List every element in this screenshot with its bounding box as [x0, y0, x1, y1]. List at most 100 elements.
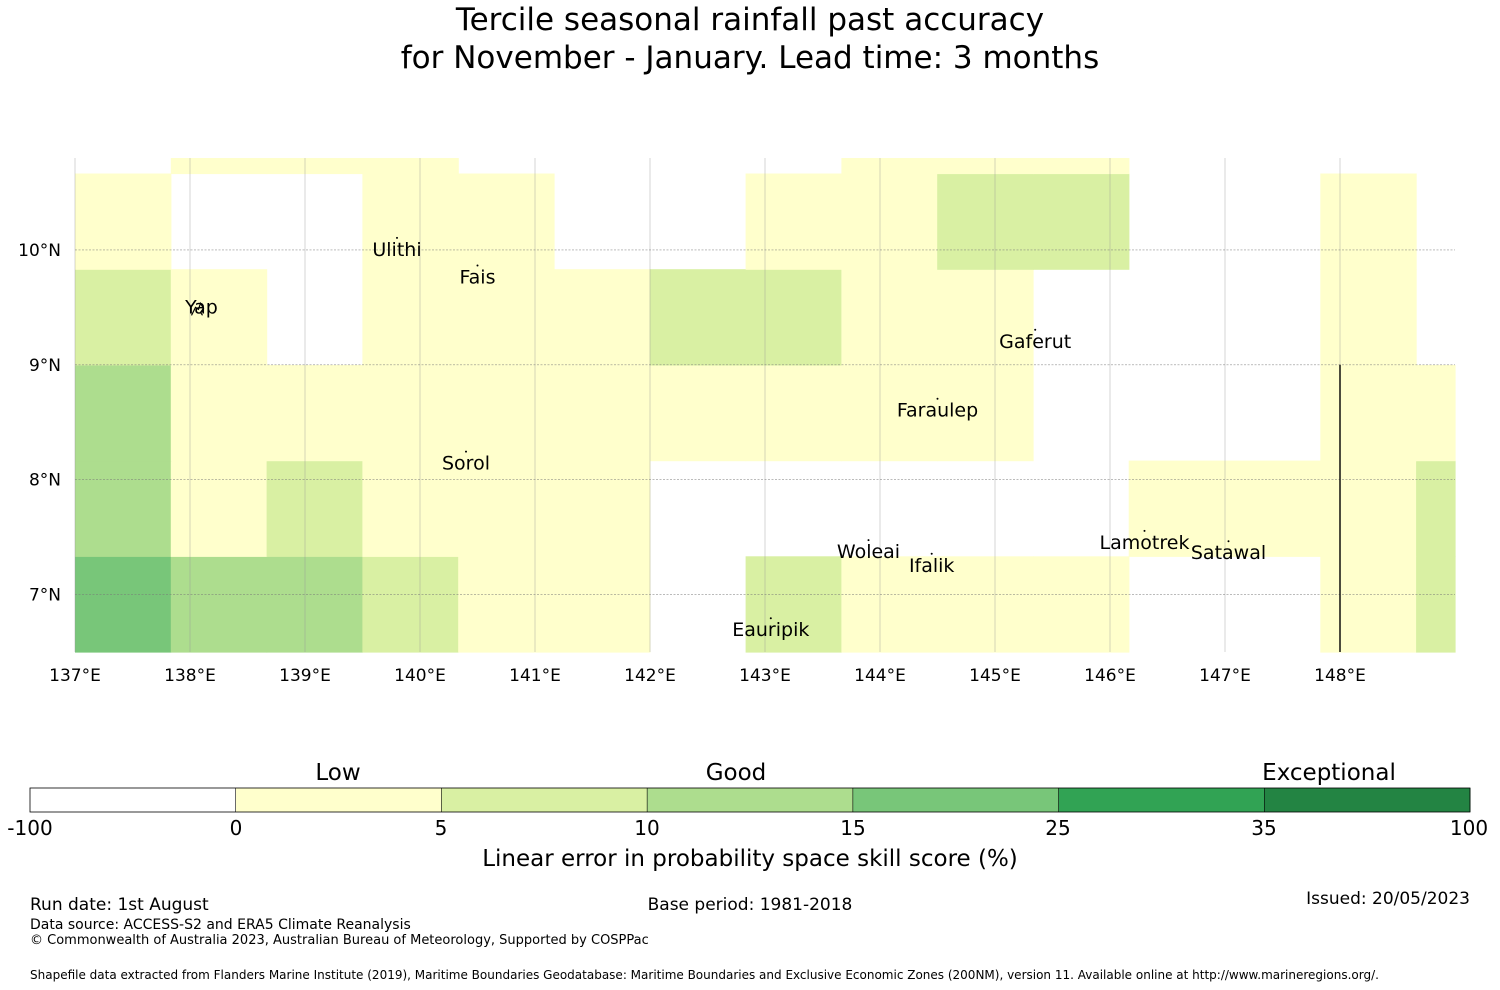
island-label: Woleai: [837, 541, 900, 563]
island-label: Fais: [459, 267, 495, 289]
base-period: Base period: 1981-2018: [647, 895, 853, 915]
colorbar-tick: 35: [1251, 816, 1277, 840]
skill-cell: [1320, 269, 1417, 366]
skill-cell: [841, 269, 938, 366]
skill-cell: [1320, 173, 1417, 270]
skill-cell: [745, 269, 842, 366]
skill-cell: [170, 364, 268, 462]
lon-tick-label: 139°E: [279, 666, 331, 686]
island-label: Eauripik: [732, 619, 809, 641]
skill-cell: [458, 173, 555, 270]
lon-tick-label: 141°E: [509, 666, 561, 686]
skill-cell: [75, 269, 172, 366]
skill-cell: [170, 269, 268, 366]
island-satawal: Satawal: [1191, 540, 1266, 564]
skill-cell: [1416, 556, 1456, 653]
lon-tick-label: 145°E: [969, 666, 1021, 686]
skill-cell: [458, 556, 555, 653]
skill-cell: [745, 173, 842, 270]
lon-tick-label: 146°E: [1084, 666, 1136, 686]
island-markers: Ulithi Fais Yap Gaferut Faraulep Sorol Woleai I…: [184, 236, 1266, 641]
colorbar-segment: [30, 788, 237, 812]
skill-cell: [841, 556, 938, 653]
colorbar-category-low: Low: [315, 760, 361, 786]
skill-cell: [458, 269, 555, 366]
skill-cell: [745, 556, 842, 653]
skill-cell: [362, 556, 459, 653]
map-title: Tercile seasonal rainfall past accuracy …: [0, 1, 1500, 77]
skill-cell: [745, 364, 842, 462]
colorbar-category-good: Good: [705, 760, 767, 786]
skill-cell: [266, 158, 363, 175]
skill-cell: [649, 364, 747, 462]
colorbar-label: Linear error in probability space skill …: [482, 846, 1018, 872]
skill-cell: [841, 364, 938, 462]
island-sorol: Sorol: [442, 450, 490, 475]
colorbar: [29, 787, 1471, 813]
skill-cell: [458, 460, 555, 557]
colorbar-segment: [852, 788, 1060, 812]
map-title-line1: Tercile seasonal rainfall past accuracy: [455, 2, 1045, 38]
island-label: Ulithi: [372, 239, 421, 261]
skill-cell: [266, 460, 363, 557]
skill-cell: [1224, 460, 1321, 557]
shapefile-credit: Shapefile data extracted from Flanders M…: [30, 968, 1379, 982]
island-eauripik: Eauripik: [732, 617, 809, 641]
skill-cell: [75, 460, 172, 557]
skill-cell: [1320, 364, 1417, 462]
skill-cell: [1128, 460, 1226, 557]
lat-tick-label: 7°N: [29, 586, 61, 606]
skill-cell: [937, 158, 1034, 175]
skill-cell: [554, 269, 651, 366]
skill-cell: [554, 556, 651, 653]
island-label: Gaferut: [999, 331, 1071, 353]
colorbar-segment: [235, 788, 442, 812]
skill-cell: [362, 364, 459, 462]
island-fais: Fais: [459, 264, 496, 289]
lat-tick-label: 10°N: [18, 241, 61, 261]
skill-cell: [362, 173, 459, 270]
skill-cell: [362, 269, 459, 366]
island-label: Yap: [184, 296, 218, 318]
skill-cell: [937, 364, 1034, 462]
skill-cell: [1033, 158, 1130, 175]
island-yap: Yap: [184, 296, 218, 318]
skill-cell: [1320, 460, 1417, 557]
skill-cell: [362, 460, 459, 557]
island-ulithi: Ulithi: [372, 236, 422, 261]
skill-cells: [75, 158, 1456, 653]
colorbar-category-exceptional: Exceptional: [1262, 760, 1396, 786]
colorbar-segment: [647, 788, 854, 812]
graticule: [74, 158, 1455, 652]
island-label: Satawal: [1191, 542, 1266, 564]
copyright: © Commonwealth of Australia 2023, Austra…: [30, 933, 649, 948]
skill-cell: [1416, 364, 1456, 462]
skill-cell: [554, 364, 651, 462]
skill-cell: [266, 364, 363, 462]
skill-cell: [170, 158, 268, 175]
lon-tick-label: 142°E: [624, 666, 676, 686]
lon-tick-label: 140°E: [394, 666, 446, 686]
colorbar-tick: 0: [229, 816, 243, 840]
island-label: Lamotrek: [1100, 532, 1190, 554]
island-lamotrek: Lamotrek: [1100, 529, 1190, 554]
skill-cell: [170, 460, 268, 557]
skill-cell: [649, 269, 747, 366]
axis-tick-labels: 137°E 138°E 139°E 140°E 141°E 142°E 143°E 144°E…: [18, 241, 1366, 686]
skill-cell: [937, 556, 1034, 653]
skill-cell: [937, 269, 1034, 366]
lon-tick-label: 147°E: [1199, 666, 1251, 686]
lon-tick-label: 137°E: [49, 666, 101, 686]
issued-date: Issued: 20/05/2023: [1306, 889, 1470, 909]
colorbar-segment: [441, 788, 648, 812]
run-date: Run date: 1st August: [30, 895, 209, 915]
skill-cell: [75, 173, 172, 270]
skill-cell: [841, 173, 938, 270]
skill-cell: [75, 556, 172, 653]
lat-tick-label: 9°N: [29, 356, 61, 376]
colorbar-tick: -100: [7, 816, 53, 840]
skill-cell: [75, 364, 172, 462]
lat-tick-label: 8°N: [29, 471, 61, 491]
skill-cell: [1320, 556, 1417, 653]
